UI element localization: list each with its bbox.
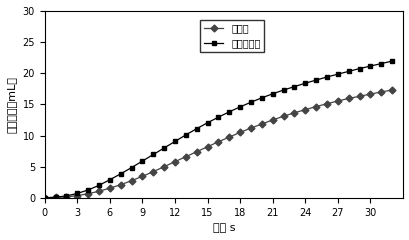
热解气体量 [335, 73, 339, 76]
热解气体量 [356, 67, 361, 70]
热解气体量 [216, 116, 220, 119]
热解气体量 [97, 184, 101, 187]
热解气体量 [248, 101, 253, 104]
热解气体量 [204, 121, 209, 124]
热解气体量 [118, 172, 123, 175]
气体量 [335, 100, 339, 102]
热解气体量 [129, 166, 134, 169]
气体量 [237, 131, 242, 134]
热解气体量 [367, 65, 372, 67]
热解气体量 [313, 79, 318, 82]
气体量 [259, 123, 264, 126]
气体量 [356, 95, 361, 98]
气体量 [107, 187, 112, 190]
热解气体量 [53, 196, 58, 198]
热解气体量 [194, 127, 199, 130]
热解气体量 [183, 133, 188, 136]
气体量 [53, 196, 58, 199]
气体量 [129, 179, 134, 182]
气体量 [270, 119, 274, 121]
气体量 [204, 145, 209, 148]
气体量 [378, 90, 383, 93]
气体量 [367, 93, 372, 96]
热解气体量 [324, 76, 329, 78]
气体量 [118, 183, 123, 186]
气体量 [389, 89, 394, 91]
气体量 [194, 150, 199, 153]
热解气体量 [42, 196, 47, 199]
气体量 [161, 165, 166, 168]
热解气体量 [107, 178, 112, 181]
Y-axis label: 气体体积（mL）: 气体体积（mL） [7, 76, 17, 133]
气体量 [172, 160, 177, 163]
气体量 [226, 136, 231, 138]
热解气体量 [161, 146, 166, 149]
气体量 [42, 196, 47, 199]
热解气体量 [346, 70, 351, 73]
热解气体量 [389, 60, 394, 62]
气体量 [291, 111, 296, 114]
气体量 [248, 126, 253, 129]
热解气体量 [270, 92, 274, 95]
Line: 热解气体量: 热解气体量 [42, 59, 394, 200]
气体量 [324, 102, 329, 105]
气体量 [139, 175, 144, 178]
热解气体量 [139, 160, 144, 162]
X-axis label: 时间 s: 时间 s [212, 223, 235, 233]
热解气体量 [302, 82, 307, 85]
气体量 [151, 170, 155, 173]
热解气体量 [75, 192, 80, 195]
气体量 [302, 108, 307, 111]
热解气体量 [64, 194, 69, 197]
气体量 [216, 140, 220, 143]
热解气体量 [226, 110, 231, 113]
气体量 [75, 194, 80, 197]
气体量 [183, 155, 188, 158]
气体量 [85, 192, 90, 195]
热解气体量 [172, 140, 177, 143]
气体量 [346, 97, 351, 100]
热解气体量 [281, 89, 285, 91]
热解气体量 [85, 189, 90, 192]
气体量 [313, 105, 318, 108]
Legend: 气体量, 热解气体量: 气体量, 热解气体量 [200, 19, 264, 52]
热解气体量 [237, 105, 242, 108]
热解气体量 [291, 85, 296, 88]
热解气体量 [378, 62, 383, 65]
气体量 [281, 115, 285, 118]
热解气体量 [259, 96, 264, 99]
热解气体量 [151, 153, 155, 156]
气体量 [64, 195, 69, 198]
Line: 气体量: 气体量 [42, 88, 394, 200]
气体量 [97, 190, 101, 193]
